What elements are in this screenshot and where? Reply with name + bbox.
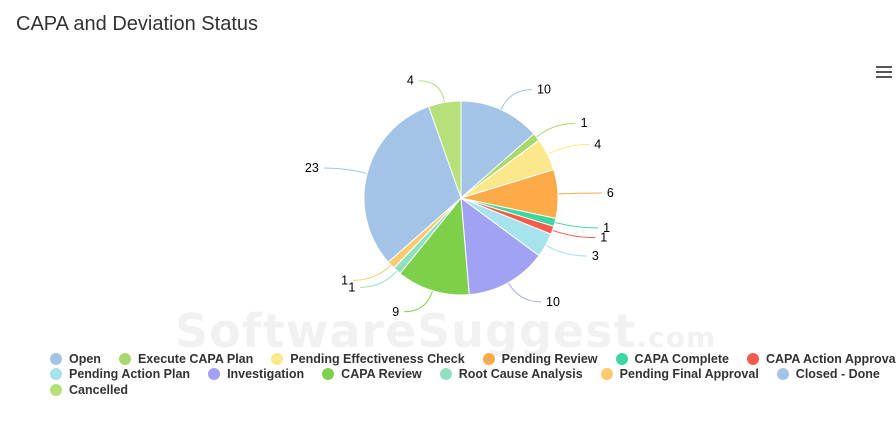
legend-marker-icon — [615, 352, 628, 365]
data-label-capa-complete: 1 — [603, 221, 610, 235]
legend-item-open[interactable]: Open — [50, 352, 101, 366]
legend-label: Execute CAPA Plan — [137, 351, 254, 366]
pie-slice-closed-done[interactable] — [363, 105, 462, 263]
legend-label: Investigation — [227, 367, 305, 382]
legend-label: Pending Final Approval — [619, 367, 759, 382]
data-label-cancelled: 4 — [407, 74, 414, 88]
legend-label: Pending Action Plan — [69, 367, 191, 382]
legend-label: Cancelled — [69, 382, 129, 397]
legend-marker-icon — [118, 352, 131, 365]
legend-row: Pending Action Plan Investigation CAPA Rev… — [50, 367, 890, 383]
legend-marker-icon — [482, 352, 495, 365]
label-connector-closed-done — [323, 167, 368, 175]
legend-marker-icon — [50, 368, 62, 381]
legend-item-pending-review[interactable]: Pending Review — [482, 351, 598, 366]
legend-row: Open Execute CAPA Plan Pending Effectivene… — [50, 351, 896, 367]
label-connector-pending-effectiveness-check — [547, 143, 590, 155]
label-connector-investigation — [507, 282, 542, 303]
data-label-investigation: 10 — [546, 295, 560, 309]
legend-item-capa-action-approval[interactable]: CAPA Action Approval — [746, 351, 896, 366]
legend-item-pending-final-approval[interactable]: Pending Final Approval — [600, 367, 759, 382]
legend-label: Root Cause Analysis — [458, 367, 583, 382]
legend-item-pending-action-plan[interactable]: Pending Action Plan — [50, 367, 190, 381]
legend-label: CAPA Action Approval — [765, 351, 896, 366]
data-label-pending-review: 6 — [607, 186, 614, 200]
label-connector-open — [500, 89, 533, 110]
data-label-root-cause-analysis: 1 — [348, 280, 355, 294]
legend-item-capa-complete[interactable]: CAPA Complete — [615, 351, 729, 366]
legend-label: CAPA Complete — [634, 351, 729, 366]
data-label-pending-effectiveness-check: 4 — [594, 137, 601, 151]
legend-label: Open — [69, 351, 101, 366]
chart-title: CAPA and Deviation Status — [16, 13, 258, 35]
legend-item-pending-effectiveness-check[interactable]: Pending Effectiveness Check — [271, 351, 465, 366]
data-label-capa-review: 9 — [392, 305, 399, 319]
data-label-execute-capa-plan: 1 — [581, 116, 588, 130]
legend-marker-icon — [439, 368, 452, 381]
label-connector-pending-action-plan — [545, 244, 587, 257]
label-connector-capa-complete — [554, 221, 599, 229]
pie-slice-capa-review[interactable] — [399, 196, 470, 296]
legend-item-investigation[interactable]: Investigation — [208, 367, 304, 381]
pie-slice-investigation[interactable] — [460, 196, 540, 296]
chart-legend: Open Execute CAPA Plan Pending Effectivene… — [50, 351, 896, 398]
data-label-closed-done: 23 — [305, 161, 319, 175]
legend-label: Pending Review — [501, 351, 598, 366]
label-connector-pending-final-approval — [353, 264, 392, 281]
legend-item-cancelled[interactable]: Cancelled — [50, 383, 128, 397]
hamburger-menu-icon[interactable] — [876, 66, 892, 80]
legend-marker-icon — [208, 368, 221, 381]
legend-marker-icon — [776, 368, 789, 381]
legend-label: Pending Effectiveness Check — [290, 351, 465, 366]
label-connector-execute-capa-plan — [536, 122, 576, 138]
legend-marker-icon — [50, 352, 62, 365]
legend-label: CAPA Review — [341, 367, 422, 382]
pie-slice-open[interactable] — [460, 100, 535, 200]
legend-marker-icon — [600, 368, 613, 381]
data-label-open: 10 — [537, 83, 551, 97]
legend-marker-icon — [50, 383, 62, 396]
label-connector-root-cause-analysis — [360, 270, 398, 288]
data-label-pending-action-plan: 3 — [592, 249, 599, 263]
legend-marker-icon — [271, 352, 284, 365]
label-connector-capa-action-approval — [552, 229, 596, 239]
label-connector-capa-review — [404, 290, 434, 313]
label-connector-cancelled — [418, 80, 446, 103]
legend-marker-icon — [322, 368, 335, 381]
legend-row: Cancelled — [50, 382, 890, 398]
legend-item-execute-capa-plan[interactable]: Execute CAPA Plan — [118, 351, 254, 366]
legend-item-root-cause-analysis[interactable]: Root Cause Analysis — [439, 367, 583, 382]
legend-item-capa-review[interactable]: CAPA Review — [322, 367, 422, 381]
legend-label: Closed - Done — [795, 367, 880, 382]
label-connector-pending-review — [557, 192, 602, 195]
legend-marker-icon — [746, 352, 759, 365]
data-label-capa-action-approval: 1 — [600, 231, 607, 245]
pie-slice-cancelled[interactable] — [428, 100, 462, 199]
legend-item-closed-done[interactable]: Closed - Done — [776, 367, 880, 382]
data-label-pending-final-approval: 1 — [341, 273, 348, 287]
